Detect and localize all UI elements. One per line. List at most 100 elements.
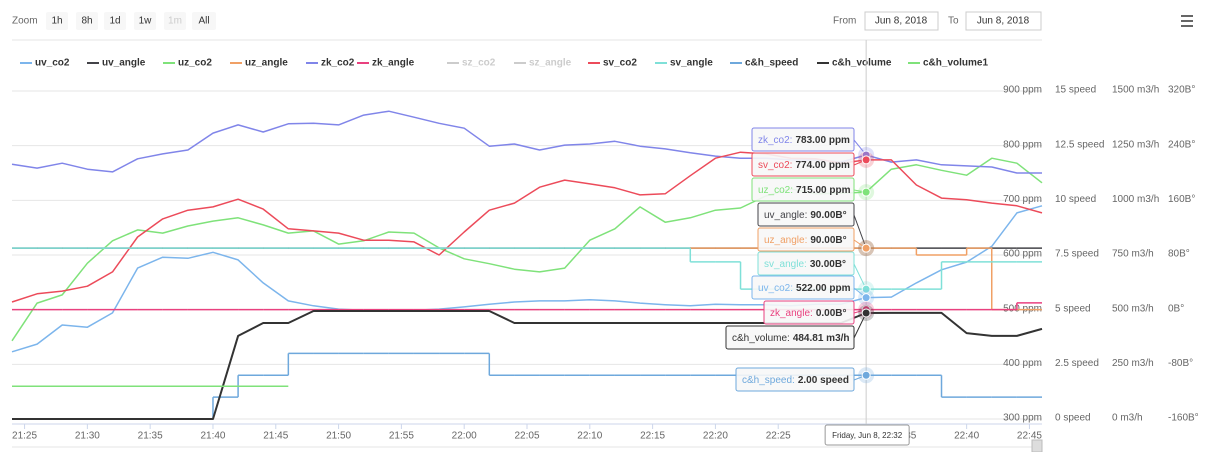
zoom-button[interactable]: 1m: [164, 12, 186, 30]
y-tick-label: 700 ppm: [1003, 194, 1042, 205]
crosshair-label: Friday, Jun 8, 22:32: [832, 431, 903, 440]
y-tick-label: 160B°: [1168, 194, 1195, 205]
navigator-handle[interactable]: [1031, 439, 1043, 452]
y-tick-label: 2.5 speed: [1055, 358, 1099, 369]
tooltip-name: uz_co2:: [758, 185, 793, 196]
legend-label: sz_angle: [529, 58, 572, 69]
zoom-button-bg: [192, 12, 216, 30]
legend-item[interactable]: c&h_volume1: [908, 58, 988, 69]
tooltip-text: uv_angle: 90.00B°: [764, 210, 847, 221]
y-tick-label: 1500 m3/h: [1112, 85, 1159, 96]
series-line: [11, 157, 1043, 342]
zoom-button-bg: [104, 12, 126, 30]
zoom-button-bg: [46, 12, 68, 30]
tooltip-connector: [853, 214, 867, 249]
tooltip-value: 522.00 ppm: [796, 283, 851, 294]
to-input[interactable]: [965, 11, 1042, 31]
marker: [861, 370, 871, 380]
tooltip-name: c&h_volume:: [732, 333, 790, 344]
x-tick-label: 21:45: [263, 431, 288, 442]
x-tick-label: 21:25: [12, 431, 37, 442]
tooltip-name: sv_co2:: [758, 160, 792, 171]
y-tick-label: 600 ppm: [1003, 249, 1042, 260]
tooltip-name: zk_co2:: [758, 135, 792, 146]
from-value: Jun 8, 2018: [875, 16, 928, 27]
legend-item[interactable]: zk_co2: [306, 58, 355, 69]
tooltip-text: zk_angle: 0.00B°: [770, 308, 847, 319]
tooltip-text: uz_angle: 90.00B°: [764, 235, 847, 246]
zoom-label: Zoom: [12, 16, 38, 27]
legend-label: uv_co2: [35, 58, 70, 69]
legend-label: uv_angle: [102, 58, 146, 69]
zoom-button[interactable]: 8h: [76, 12, 98, 30]
from-input[interactable]: [864, 11, 939, 31]
legend-item[interactable]: sv_co2: [588, 58, 637, 69]
legend-item[interactable]: uv_angle: [87, 58, 146, 69]
marker: [861, 243, 871, 253]
from-label: From: [833, 16, 856, 27]
zoom-button[interactable]: 1w: [134, 12, 156, 30]
y-tick-label: 300 ppm: [1003, 413, 1042, 424]
y-tick-label: 400 ppm: [1003, 358, 1042, 369]
tooltip-name: uz_angle:: [764, 235, 807, 246]
y-tick-label: 1250 m3/h: [1112, 139, 1159, 150]
zoom-button-bg: [76, 12, 98, 30]
legend-item[interactable]: zk_angle: [357, 58, 415, 69]
legend-item[interactable]: uz_angle: [230, 58, 288, 69]
y-tick-label: 500 ppm: [1003, 303, 1042, 314]
tooltip-text: uv_co2: 522.00 ppm: [758, 283, 851, 294]
marker: [861, 308, 871, 318]
zoom-button[interactable]: All: [192, 12, 216, 30]
x-tick-label: 21:30: [75, 431, 100, 442]
legend-item[interactable]: uv_co2: [20, 58, 70, 69]
tooltip-text: sv_co2: 774.00 ppm: [758, 160, 850, 171]
x-tick-label: 21:35: [138, 431, 163, 442]
x-tick-label: 22:45: [1017, 431, 1042, 442]
x-tick-label: 21:40: [200, 431, 225, 442]
y-tick-label: 0 m3/h: [1112, 413, 1143, 424]
to-label: To: [948, 16, 959, 27]
y-tick-label: 10 speed: [1055, 194, 1096, 205]
legend-label: zk_angle: [372, 58, 415, 69]
tooltip-box: [751, 127, 855, 152]
legend-item[interactable]: sz_co2: [447, 58, 496, 69]
menu-button[interactable]: [1181, 15, 1193, 27]
zoom-button-label: 1d: [109, 16, 120, 27]
tooltip-box: [763, 300, 855, 325]
y-tick-label: -80B°: [1168, 358, 1193, 369]
legend-item[interactable]: c&h_speed: [730, 58, 798, 69]
legend-item[interactable]: c&h_volume: [817, 58, 892, 69]
tooltip-text: sv_angle: 30.00B°: [764, 259, 846, 270]
legend-item[interactable]: sv_angle: [655, 58, 713, 69]
tooltip-text: zk_co2: 783.00 ppm: [758, 135, 850, 146]
zoom-button[interactable]: 1d: [104, 12, 126, 30]
tooltip-value: 774.00 ppm: [795, 160, 850, 171]
tooltip-value: 90.00B°: [810, 235, 846, 246]
legend-label: c&h_volume1: [923, 58, 988, 69]
y-tick-label: 80B°: [1168, 249, 1190, 260]
zoom-button[interactable]: 1h: [46, 12, 68, 30]
zoom-button-label: 8h: [81, 16, 92, 27]
zoom-button-label: All: [198, 16, 209, 27]
legend-item[interactable]: uz_co2: [163, 58, 212, 69]
tooltip-box: [751, 152, 855, 177]
marker: [861, 293, 871, 303]
legend-label: c&h_volume: [832, 58, 892, 69]
legend-label: c&h_speed: [745, 58, 798, 69]
marker: [861, 155, 871, 165]
tooltip-box: [751, 275, 855, 300]
x-tick-label: 22:40: [954, 431, 979, 442]
legend-label: sv_co2: [603, 58, 637, 69]
tooltip-value: 90.00B°: [810, 210, 846, 221]
x-tick-label: 22:00: [452, 431, 477, 442]
y-tick-label: 250 m3/h: [1112, 358, 1154, 369]
crosshair-label-box: [824, 424, 910, 446]
legend-item[interactable]: sz_angle: [514, 58, 572, 69]
x-tick-label: 21:55: [389, 431, 414, 442]
tooltip-value: 783.00 ppm: [795, 135, 850, 146]
tooltip-value: 484.81 m3/h: [793, 333, 850, 344]
tooltip-connector: [853, 263, 867, 290]
y-tick-label: 0 speed: [1055, 413, 1091, 424]
x-tick-label: 22:15: [640, 431, 665, 442]
